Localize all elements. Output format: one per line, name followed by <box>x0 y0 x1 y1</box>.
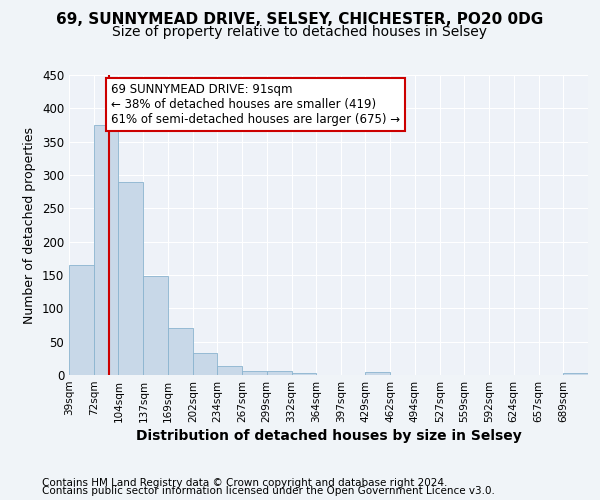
Bar <box>118 182 143 375</box>
Text: Size of property relative to detached houses in Selsey: Size of property relative to detached ho… <box>113 25 487 39</box>
Text: Contains public sector information licensed under the Open Government Licence v3: Contains public sector information licen… <box>42 486 495 496</box>
Bar <box>563 373 588 375</box>
Bar <box>69 265 94 375</box>
Bar <box>143 276 168 375</box>
Y-axis label: Number of detached properties: Number of detached properties <box>23 126 37 324</box>
Bar <box>365 372 391 375</box>
Bar <box>217 366 242 375</box>
Text: 69, SUNNYMEAD DRIVE, SELSEY, CHICHESTER, PO20 0DG: 69, SUNNYMEAD DRIVE, SELSEY, CHICHESTER,… <box>56 12 544 28</box>
Bar <box>168 328 193 375</box>
Bar <box>94 125 118 375</box>
Text: 69 SUNNYMEAD DRIVE: 91sqm
← 38% of detached houses are smaller (419)
61% of semi: 69 SUNNYMEAD DRIVE: 91sqm ← 38% of detac… <box>111 83 400 126</box>
Bar <box>292 373 316 375</box>
Bar <box>242 371 266 375</box>
Text: Contains HM Land Registry data © Crown copyright and database right 2024.: Contains HM Land Registry data © Crown c… <box>42 478 448 488</box>
X-axis label: Distribution of detached houses by size in Selsey: Distribution of detached houses by size … <box>136 429 521 443</box>
Bar <box>266 371 292 375</box>
Bar <box>193 353 217 375</box>
